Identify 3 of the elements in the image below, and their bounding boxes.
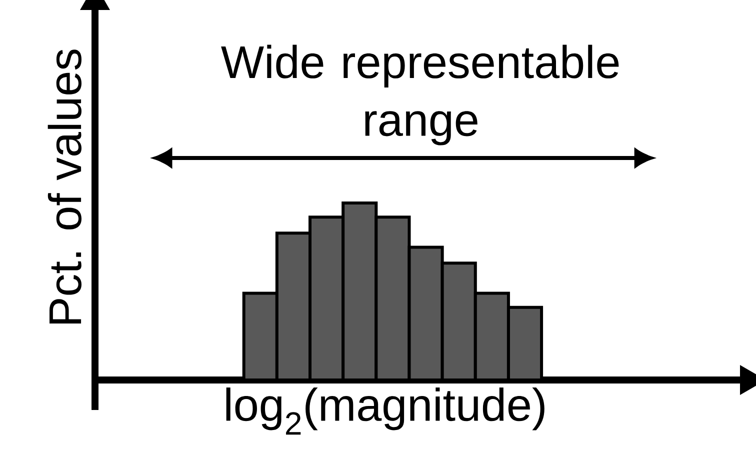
text: Wide representable range	[221, 44, 619, 146]
x-axis-title: log$_{2}$(magnitude)	[226, 388, 544, 435]
y-axis-title: Pct. of values	[48, 50, 82, 324]
